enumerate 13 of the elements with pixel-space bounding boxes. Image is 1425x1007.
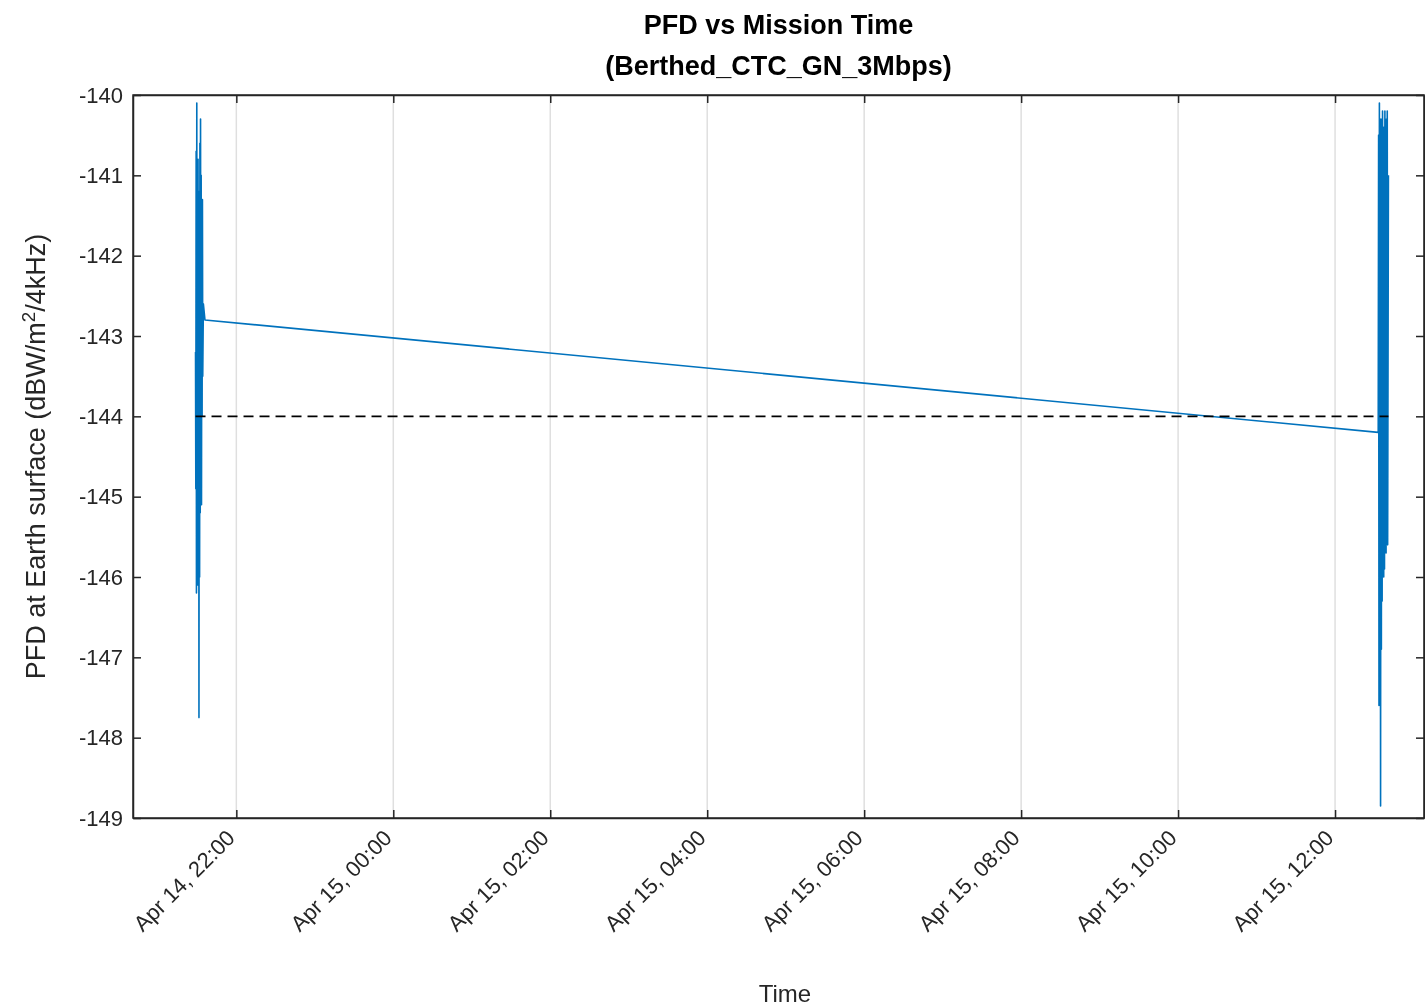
y-tick-label: -147 [78,644,123,670]
chart-subtitle: (Berthed_CTC_GN_3Mbps) [605,51,952,81]
y-tick-label: -145 [78,484,123,510]
y-tick-label: -141 [78,162,123,188]
y-tick-label: -146 [78,564,123,590]
y-tick-label: -142 [78,243,123,269]
y-tick-label: -144 [78,403,123,429]
y-tick-label: -143 [78,323,123,349]
y-tick-label: -149 [78,805,123,831]
y-tick-label: -148 [78,725,123,751]
y-tick-label: -140 [78,82,123,108]
x-axis-title: Time [758,980,812,1007]
chart-title: PFD vs Mission Time [643,10,914,40]
